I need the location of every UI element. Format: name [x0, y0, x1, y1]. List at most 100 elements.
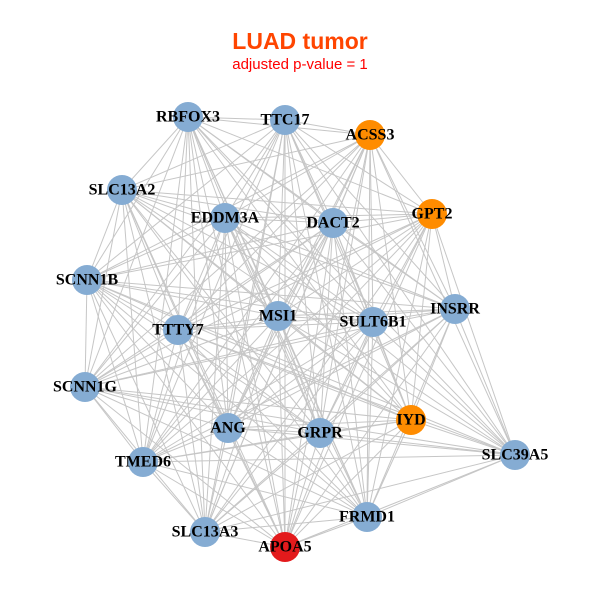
- node-SCNN1G: [70, 372, 100, 402]
- edge: [84, 116, 189, 388]
- node-IYD: [396, 405, 426, 435]
- edge: [86, 279, 456, 310]
- edge: [284, 419, 412, 548]
- edge: [227, 213, 433, 429]
- edge: [142, 461, 286, 548]
- edge: [204, 516, 368, 533]
- edge: [277, 315, 412, 421]
- node-SULT6B1: [358, 307, 388, 337]
- edge: [84, 386, 368, 518]
- edge: [224, 119, 286, 219]
- edge: [121, 189, 226, 219]
- edge: [121, 119, 286, 191]
- edge: [369, 134, 433, 215]
- edge: [142, 461, 368, 518]
- node-label-GRPR: GRPR: [297, 425, 343, 442]
- edge: [369, 134, 412, 421]
- edge: [142, 119, 286, 463]
- edge: [277, 222, 334, 317]
- edge: [319, 222, 334, 434]
- edge: [86, 279, 229, 429]
- node-label-SLC13A3: SLC13A3: [172, 524, 239, 541]
- edge: [142, 315, 279, 463]
- edge: [86, 279, 206, 533]
- node-label-IYD: IYD: [396, 412, 425, 429]
- edge: [121, 189, 321, 434]
- edge: [284, 119, 456, 310]
- edge: [284, 432, 321, 548]
- node-label-ANG: ANG: [210, 420, 246, 437]
- edge: [224, 217, 374, 323]
- node-label-RBFOX3: RBFOX3: [156, 109, 220, 126]
- edge: [319, 432, 368, 518]
- node-EDDM3A: [210, 203, 240, 233]
- node-ACSS3: [355, 120, 385, 150]
- edge: [284, 119, 433, 215]
- edge: [84, 222, 334, 388]
- edge: [86, 217, 226, 281]
- edge: [86, 189, 123, 281]
- edge: [84, 213, 433, 388]
- edge: [410, 213, 433, 421]
- edge: [454, 308, 516, 456]
- edge: [277, 315, 374, 323]
- edge: [86, 279, 179, 331]
- edge: [284, 134, 371, 548]
- node-RBFOX3: [173, 102, 203, 132]
- edge: [187, 116, 229, 429]
- node-label-SULT6B1: SULT6B1: [340, 314, 407, 331]
- edge: [121, 189, 286, 548]
- edge: [84, 329, 179, 388]
- edge: [372, 321, 516, 456]
- edge: [319, 432, 516, 456]
- edge: [277, 315, 321, 434]
- edge: [366, 419, 412, 518]
- edge: [187, 116, 226, 219]
- label-layer: RBFOX3 TTC17 ACSS3 SLC13A2 EDDM3A DACT2 GPT2 SC…: [53, 109, 548, 556]
- edge: [204, 454, 516, 533]
- edge-layer: [84, 116, 516, 548]
- node-label-SLC13A2: SLC13A2: [89, 182, 156, 199]
- node-label-INSRR: INSRR: [430, 301, 480, 318]
- node-label-APOA5: APOA5: [258, 539, 311, 556]
- edge: [86, 279, 368, 518]
- node-label-MSI1: MSI1: [259, 308, 297, 325]
- edge: [86, 279, 374, 323]
- edge: [332, 213, 433, 224]
- edge: [372, 213, 433, 323]
- edge: [177, 315, 279, 331]
- edge: [277, 213, 433, 317]
- edge: [177, 329, 412, 421]
- node-label-SLC39A5: SLC39A5: [482, 447, 549, 464]
- edge: [187, 116, 456, 310]
- edge: [84, 119, 286, 388]
- edge: [187, 116, 374, 323]
- edge: [410, 419, 516, 456]
- edge: [224, 134, 371, 219]
- edge: [277, 315, 368, 518]
- node-label-TTC17: TTC17: [261, 112, 310, 129]
- edge: [84, 386, 412, 421]
- node-label-GPT2: GPT2: [412, 206, 453, 223]
- edge: [142, 329, 179, 463]
- edge: [142, 222, 334, 463]
- edge: [84, 315, 279, 388]
- edge: [84, 386, 144, 463]
- edge: [177, 217, 226, 331]
- edge: [84, 321, 374, 388]
- node-FRMD1: [352, 502, 382, 532]
- edge: [332, 222, 456, 310]
- edge: [369, 134, 456, 310]
- edge: [227, 427, 368, 518]
- edge: [319, 321, 374, 434]
- node-label-EDDM3A: EDDM3A: [191, 210, 260, 227]
- edge: [284, 454, 516, 548]
- edge: [177, 308, 456, 331]
- edge: [177, 116, 189, 331]
- node-layer: [70, 102, 530, 562]
- node-label-SCNN1B: SCNN1B: [56, 272, 119, 289]
- edge: [121, 116, 189, 191]
- edge: [204, 308, 456, 533]
